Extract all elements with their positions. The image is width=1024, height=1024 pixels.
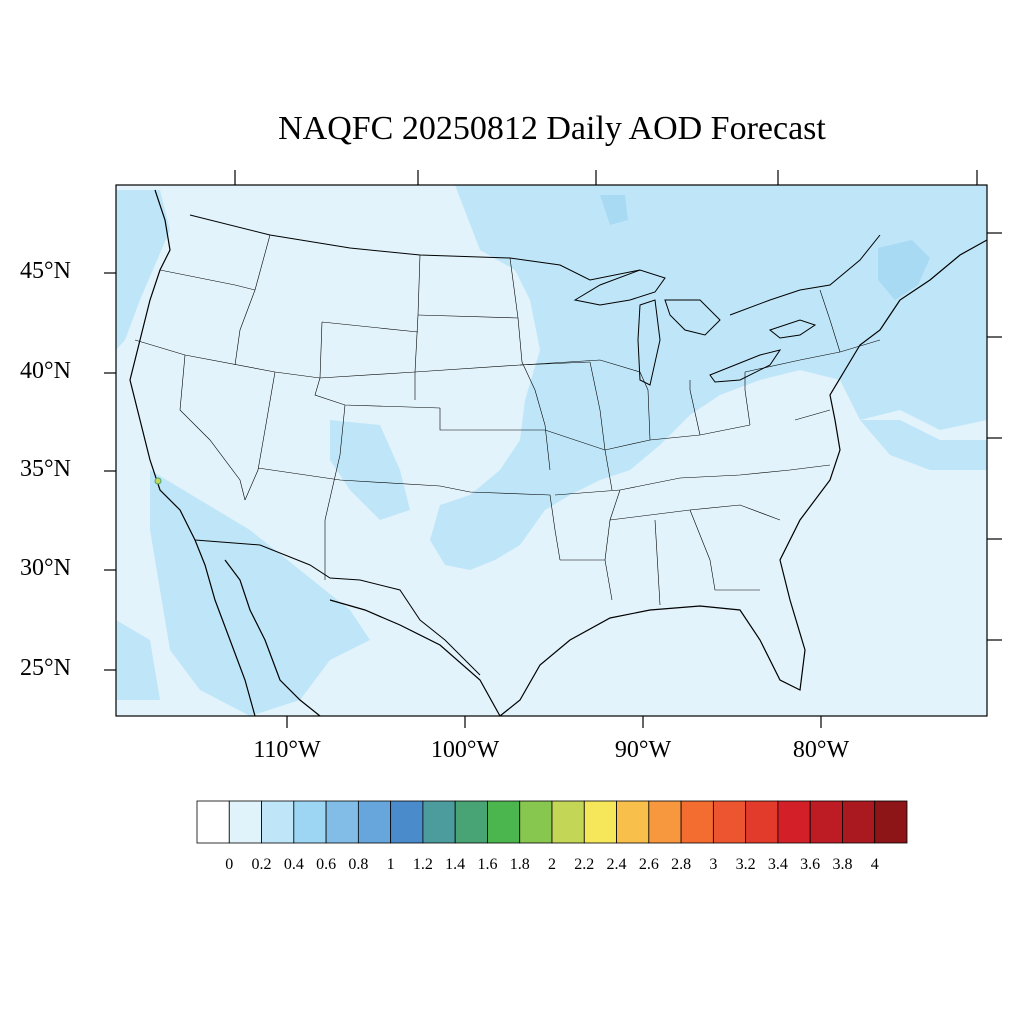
colorbar-tick-label: 1.2 [412, 856, 433, 873]
colorbar-tick-label: 2 [548, 856, 556, 873]
colorbar-swatch [874, 800, 908, 844]
lat-label-40n: 40°N [20, 358, 71, 384]
coastline [129, 189, 987, 716]
lat-label-45n: 45°N [20, 258, 71, 284]
colorbar-tick-label: 4 [870, 856, 879, 873]
map-title: NAQFC 20250812 Daily AOD Forecast [278, 110, 826, 147]
colorbar-tick-label: 3.8 [832, 856, 853, 873]
colorbar-swatch [196, 800, 230, 844]
colorbar-swatch [519, 800, 553, 844]
colorbar-swatch [809, 800, 843, 844]
lat-label-35n: 35°N [20, 456, 71, 482]
colorbar-tick-label: 2.2 [574, 856, 595, 873]
colorbar-tick-label: 2.8 [671, 856, 692, 873]
colorbar-tick-label: 0 [225, 856, 234, 873]
colorbar-swatch [261, 800, 295, 844]
aod-map [104, 170, 1002, 728]
colorbar-tick-label: 1.6 [477, 856, 498, 873]
colorbar-tick-label: 3 [709, 856, 718, 873]
colorbar-swatch [325, 800, 359, 844]
colorbar-swatch [551, 800, 585, 844]
aod-hotspot [154, 477, 162, 485]
colorbar-swatch [390, 800, 424, 844]
lat-label-30n: 30°N [20, 555, 71, 581]
colorbar-swatch [293, 800, 327, 844]
colorbar-tick-label: 1.4 [445, 856, 466, 873]
colorbar-swatch [616, 800, 650, 844]
colorbar-swatch [745, 800, 779, 844]
lat-label-25n: 25°N [20, 655, 71, 681]
colorbar-tick-label: 3.4 [767, 856, 788, 873]
colorbar-tick-label: 0.4 [283, 856, 304, 873]
colorbar-tick-label: 3.6 [800, 856, 821, 873]
country-borders [189, 214, 881, 676]
colorbar-tick-label: 0.6 [316, 856, 337, 873]
colorbar-tick-label: 2.6 [638, 856, 659, 873]
aod-shading-0.4-0.6 [600, 195, 930, 300]
aod-colorbar [196, 800, 908, 844]
colorbar-swatch [777, 800, 811, 844]
lon-label-80w: 80°W [792, 737, 850, 763]
colorbar-tick-label: 1 [386, 856, 395, 873]
colorbar-swatch [228, 800, 262, 844]
colorbar-tick-label: 0.2 [251, 856, 272, 873]
colorbar-swatch [583, 800, 617, 844]
great-lakes [573, 269, 817, 386]
axis-ticks [104, 170, 1002, 728]
colorbar-tick-label: 2.4 [606, 856, 627, 873]
map-frame [115, 184, 988, 717]
colorbar-swatch [680, 800, 714, 844]
lon-label-110w: 110°W [253, 737, 321, 763]
lon-label-100w: 100°W [430, 737, 500, 763]
colorbar-swatch [422, 800, 456, 844]
state-borders [134, 234, 881, 606]
colorbar-tick-label: 3.2 [735, 856, 756, 873]
aod-shading-0.2-0.4 [116, 185, 987, 716]
lon-label-90w: 90°W [614, 737, 672, 763]
colorbar-swatch [454, 800, 488, 844]
colorbar-tick-label: 1.8 [509, 856, 530, 873]
colorbar-swatch [648, 800, 682, 844]
colorbar-swatch [842, 800, 876, 844]
colorbar-swatch [487, 800, 521, 844]
colorbar-tick-label: 0.8 [348, 856, 369, 873]
colorbar-swatch [712, 800, 747, 844]
colorbar-swatch [357, 800, 392, 844]
